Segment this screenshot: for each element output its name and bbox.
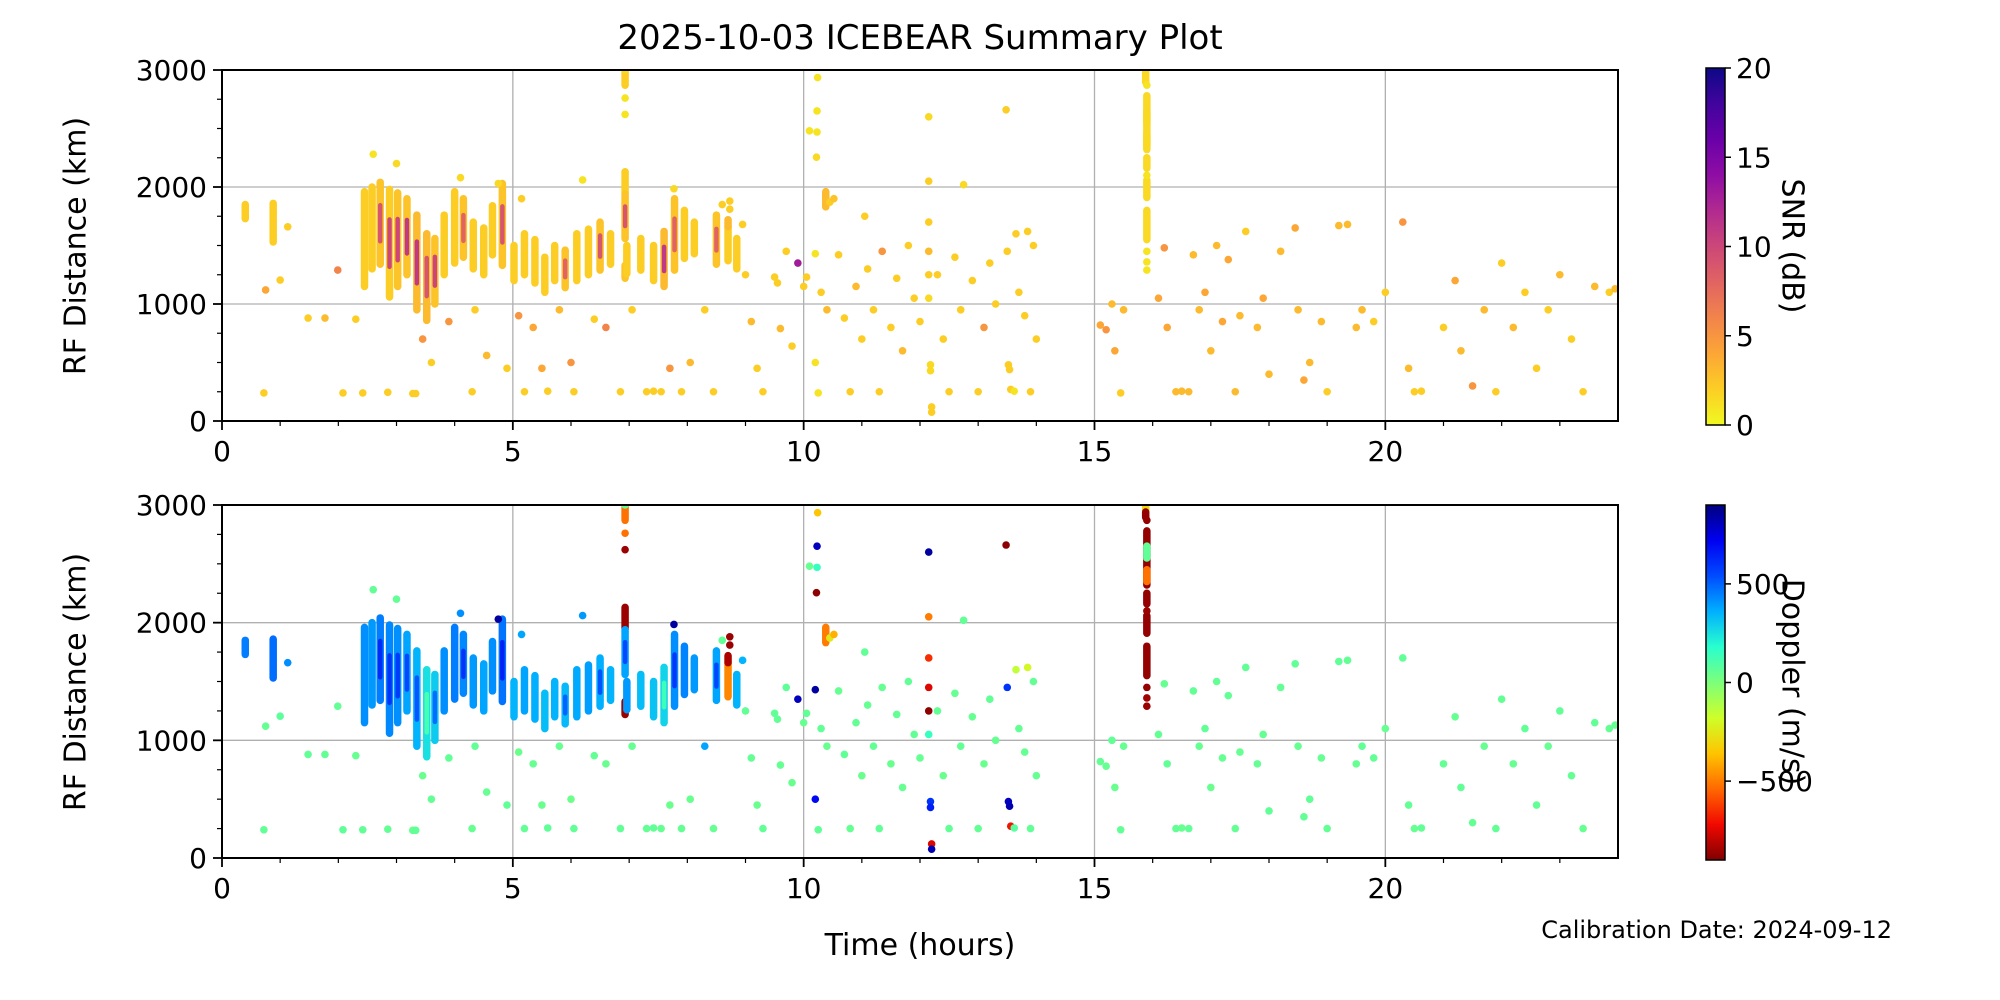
svg-text:1000: 1000 — [136, 724, 207, 757]
svg-text:15: 15 — [1077, 872, 1113, 905]
calibration-date-note: Calibration Date: 2024-09-12 — [1541, 916, 1892, 944]
svg-text:0: 0 — [1736, 409, 1754, 442]
snr-colorbar-label: SNR (dB) — [1774, 178, 1810, 314]
svg-text:10: 10 — [786, 435, 822, 468]
svg-text:15: 15 — [1077, 435, 1113, 468]
doppler-scatter-plot: 0 5 10 15 20 0 1000 2000 3000 — [136, 489, 1619, 905]
svg-text:0: 0 — [213, 872, 231, 905]
svg-text:10: 10 — [1736, 231, 1772, 264]
svg-text:3000: 3000 — [136, 54, 207, 87]
svg-text:5: 5 — [504, 435, 522, 468]
svg-text:3000: 3000 — [136, 489, 207, 522]
plot-title: 2025-10-03 ICEBEAR Summary Plot — [617, 18, 1223, 58]
svg-text:5: 5 — [1736, 320, 1754, 353]
svg-text:−500: −500 — [1736, 765, 1813, 798]
x-axis-label: Time (hours) — [824, 928, 1016, 963]
svg-text:500: 500 — [1736, 568, 1789, 601]
svg-text:0: 0 — [213, 435, 231, 468]
snr-scatter-plot-points — [241, 70, 1618, 417]
doppler-colorbar-label: Doppler (m/s) — [1774, 578, 1810, 786]
svg-text:20: 20 — [1368, 872, 1404, 905]
svg-text:2000: 2000 — [136, 171, 207, 204]
snr-scatter-plot: 0 5 10 15 20 0 1000 2000 3000 — [136, 54, 1619, 468]
svg-text:20: 20 — [1736, 52, 1772, 85]
svg-text:0: 0 — [189, 405, 207, 438]
svg-text:1000: 1000 — [136, 288, 207, 321]
svg-text:15: 15 — [1736, 141, 1772, 174]
svg-text:0: 0 — [1736, 667, 1754, 700]
snr-colorbar: 20 15 10 5 0 — [1705, 52, 1772, 442]
doppler-colorbar: 500 0 −500 — [1705, 504, 1813, 861]
svg-text:10: 10 — [786, 872, 822, 905]
svg-text:5: 5 — [504, 872, 522, 905]
svg-text:2000: 2000 — [136, 607, 207, 640]
doppler-scatter-plot-points — [241, 505, 1618, 853]
svg-text:20: 20 — [1368, 435, 1404, 468]
svg-text:0: 0 — [189, 842, 207, 875]
